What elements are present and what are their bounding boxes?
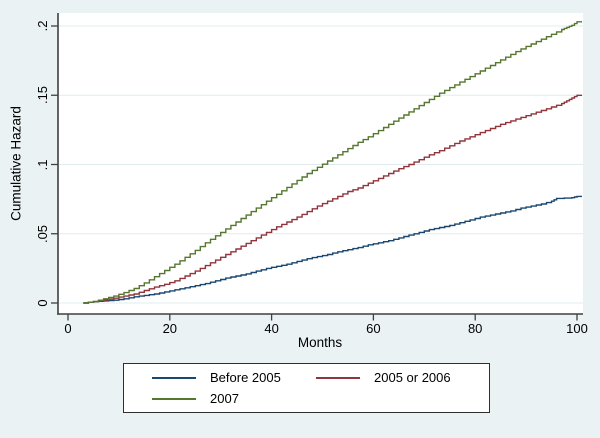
y-tick-label: 0 [35,299,50,307]
series-path-2005-or-2006 [83,94,582,304]
legend-label: Before 2005 [210,370,281,385]
legend-item-before-2005: Before 2005 [152,369,316,387]
x-tick-label: 60 [366,321,381,336]
x-tick-label: 0 [64,321,72,336]
y-tick-label: .1 [35,159,50,170]
y-tick-label: .05 [35,224,50,243]
x-axis-title: Months [297,335,343,350]
y-axis-title: Cumulative Hazard [8,106,24,221]
legend-line-swatch-2005-or-2006 [316,376,360,379]
legend-line-swatch-2007 [152,397,196,400]
y-tick-label: .2 [35,20,50,32]
x-tick-label: 100 [566,321,588,336]
x-tick-label: 80 [467,321,483,336]
legend: Before 2005 2005 or 2006 2007 [123,363,490,413]
y-tick-label: .15 [35,86,50,105]
plot-background [58,13,583,314]
legend-line-swatch-before-2005 [152,376,196,379]
legend-item-2005-or-2006: 2005 or 2006 [316,369,489,387]
series-path-2007 [83,21,582,304]
legend-item-2007: 2007 [152,390,316,408]
series-path-before-2005 [83,195,582,304]
legend-label: 2007 [210,391,239,406]
x-tick-label: 40 [264,321,279,336]
legend-label: 2005 or 2006 [374,370,451,385]
x-tick-label: 20 [162,321,178,336]
